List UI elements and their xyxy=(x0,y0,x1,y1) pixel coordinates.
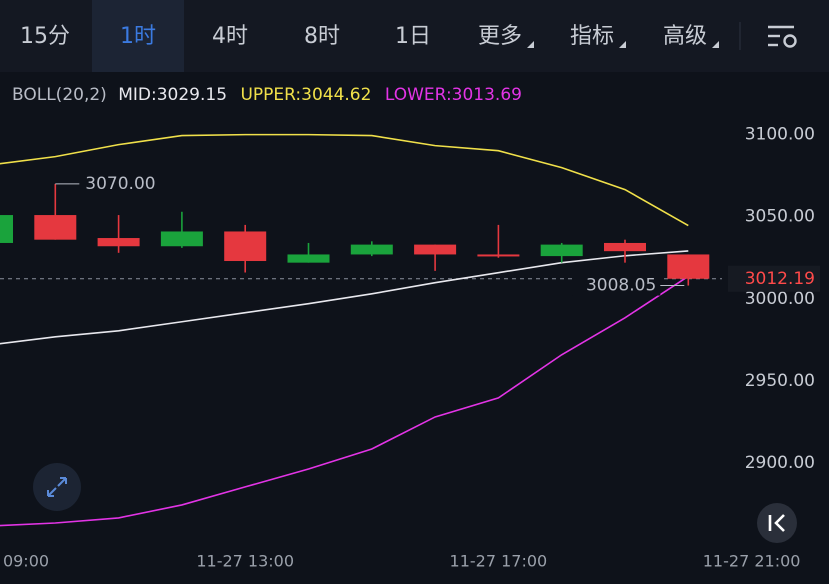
y-tick-label: 3000.00 xyxy=(745,289,815,309)
dropdown-caret xyxy=(619,41,626,48)
candle-body xyxy=(667,254,710,279)
candle-body xyxy=(34,215,77,240)
candle-body xyxy=(350,244,393,255)
legend-entry: UPPER:3044.62 xyxy=(240,85,371,105)
candle-body xyxy=(224,231,267,262)
tab[interactable]: 1时 xyxy=(120,24,156,49)
tab[interactable]: 1日 xyxy=(395,24,431,49)
tab[interactable]: 高级 xyxy=(663,24,707,49)
y-tick-label: 2950.00 xyxy=(745,371,815,391)
boll-line xyxy=(0,250,689,345)
tab[interactable]: 4时 xyxy=(212,24,248,49)
annotation-bg xyxy=(572,275,661,296)
candle-body xyxy=(0,215,13,243)
candle-body xyxy=(287,254,330,263)
x-tick-label: 11-27 13:00 xyxy=(196,552,294,571)
legend-entry: MID:3029.15 xyxy=(118,85,227,105)
legend-entry: LOWER:3013.69 xyxy=(385,85,522,105)
y-tick-label: 2900.00 xyxy=(745,453,815,473)
candle-body xyxy=(604,242,646,252)
candle-body xyxy=(540,244,583,257)
boll-line xyxy=(0,133,689,227)
indicator-legend: BOLL(20,2) MID:3029.15 UPPER:3044.62 LOW… xyxy=(12,85,522,105)
tab[interactable]: 15分 xyxy=(20,24,70,49)
tab[interactable]: 指标 xyxy=(570,24,614,49)
candle-body xyxy=(160,231,203,247)
settings-icon[interactable] xyxy=(768,25,797,48)
scroll-to-latest-button[interactable] xyxy=(757,503,797,543)
annotation-label: 3008.05 xyxy=(586,276,656,296)
x-tick-label: 11-27 17:00 xyxy=(450,552,548,571)
last-price-label: 3012.19 xyxy=(745,269,815,289)
selected-tab-bg xyxy=(92,0,184,72)
annotation-label: 3070.00 xyxy=(85,174,155,194)
tab[interactable]: 更多 xyxy=(478,24,522,49)
tab[interactable]: 8时 xyxy=(304,24,340,49)
dropdown-caret xyxy=(527,41,534,48)
indicator-name: BOLL(20,2) xyxy=(12,85,107,105)
candle-body xyxy=(477,254,520,257)
boll-line xyxy=(0,275,689,527)
y-tick-label: 3050.00 xyxy=(745,207,815,227)
x-tick-label: 11-27 21:00 xyxy=(703,552,801,571)
candle-body xyxy=(414,244,457,255)
price-tag-bg xyxy=(728,265,820,292)
candle-body xyxy=(97,238,140,247)
dropdown-caret xyxy=(712,41,719,48)
y-tick-label: 3100.00 xyxy=(745,125,815,145)
expand-button[interactable] xyxy=(33,463,81,511)
x-tick-label: 09:00 xyxy=(3,552,49,571)
